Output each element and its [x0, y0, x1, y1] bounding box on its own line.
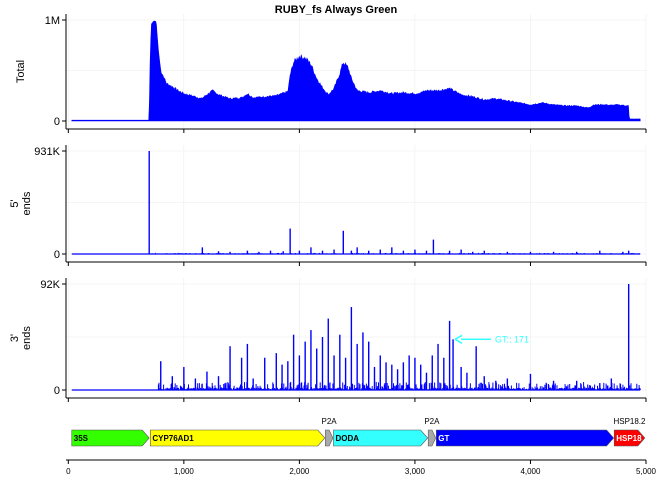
x-tick-label: 2,000	[289, 467, 310, 476]
y-tick-label: 0	[54, 116, 60, 128]
y-axis-label: Total	[15, 60, 27, 83]
panel-five_prime: 931K 0 5' ends	[9, 145, 647, 266]
feature-top-label: P2A	[424, 417, 440, 426]
feature-arrow	[435, 429, 615, 447]
panel-total: 1M 0 Total	[15, 14, 647, 133]
feature-arrow	[427, 429, 437, 447]
y-tick-label: 0	[54, 249, 60, 261]
feature-label: HSP18	[616, 434, 642, 443]
feature-arrow	[333, 429, 429, 447]
x-tick-label: 5,000	[636, 467, 657, 476]
feature-arrow	[613, 429, 646, 447]
y-tick-label: 92K	[40, 279, 60, 291]
total-coverage-area	[71, 20, 641, 122]
chart-title: RUBY_fs Always Green	[275, 4, 398, 16]
feature-label: DODA	[335, 434, 359, 443]
y-axis-label: 5'	[9, 199, 21, 207]
feature-arrow	[150, 429, 326, 447]
annotation-arrowhead	[454, 334, 463, 344]
y-tick-label: 1M	[45, 15, 60, 27]
y-axis-label: 3'	[9, 334, 21, 342]
feature-top-label: HSP18.2	[613, 417, 646, 426]
x-tick-label: 4,000	[520, 467, 541, 476]
y-axis-label: ends	[21, 191, 33, 215]
feature-top-label: P2A	[322, 417, 338, 426]
y-tick-label: 931K	[34, 146, 60, 158]
feature-arrow	[325, 429, 334, 447]
feature-label: CYP76AD1	[152, 434, 194, 443]
x-tick-label: 3,000	[405, 467, 426, 476]
x-tick-label: 1,000	[174, 467, 195, 476]
annotation-label: GT:: 171	[495, 334, 529, 344]
y-axis-label: ends	[21, 326, 33, 350]
bottom-x-axis: 0 1,000 2,000 3,000 4,000 5,000	[66, 459, 657, 476]
feature-label: GT	[438, 434, 449, 443]
y-tick-label: 0	[54, 385, 60, 397]
feature-label: 35S	[74, 434, 89, 443]
feature-map: P2A P2A HSP18.2 35S CYP76AD1 DODA GT HSP18	[71, 417, 646, 447]
x-tick-label: 0	[66, 467, 71, 476]
feature-arrow	[71, 429, 150, 447]
